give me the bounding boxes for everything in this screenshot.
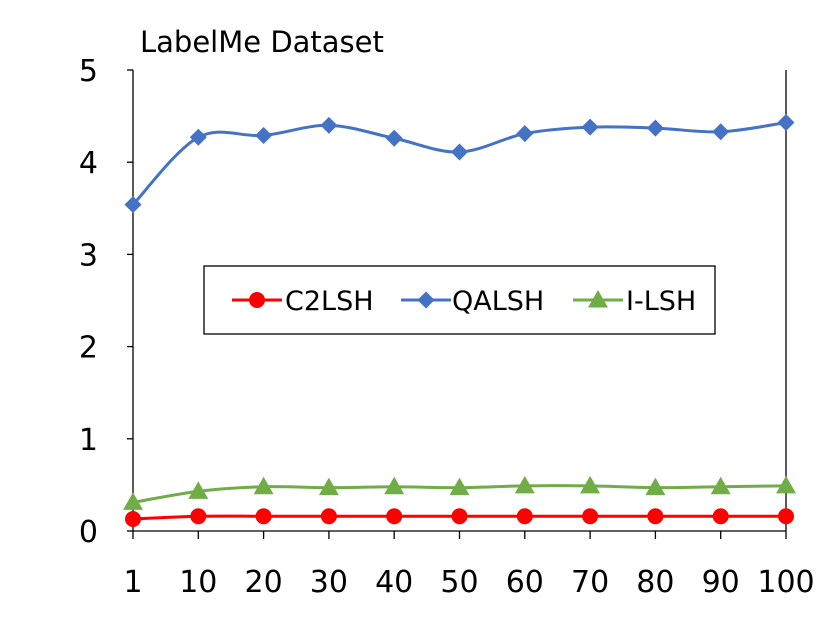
legend-marker-i-lsh — [588, 290, 608, 308]
data-point-i-lsh — [776, 475, 796, 494]
y-tick-label: 0 — [79, 515, 98, 550]
legend-marker-qalsh — [417, 291, 435, 309]
y-tick-label: 5 — [79, 54, 98, 89]
x-tick-label: 100 — [757, 565, 814, 600]
y-tick-label: 2 — [79, 331, 98, 366]
y-tick-label: 1 — [79, 423, 98, 458]
series-qalsh — [124, 114, 795, 214]
data-point-i-lsh — [449, 477, 470, 496]
x-tick-label: 80 — [636, 565, 674, 600]
legend: C2LSH QALSH I-LSH — [203, 265, 716, 335]
series-layer — [123, 114, 796, 528]
data-point-qalsh — [320, 116, 338, 134]
x-tick-label: 30 — [310, 565, 348, 600]
x-tick-label: 50 — [440, 565, 478, 600]
legend-label-i-lsh: I-LSH — [626, 286, 696, 317]
x-tick-label: 90 — [702, 565, 740, 600]
data-point-qalsh — [451, 143, 468, 161]
data-point-c2lsh — [255, 508, 272, 525]
legend-label-c2lsh: C2LSH — [285, 286, 374, 317]
data-point-i-lsh — [645, 477, 666, 496]
data-point-c2lsh — [190, 508, 207, 525]
data-point-c2lsh — [320, 508, 337, 525]
data-point-i-lsh — [384, 476, 405, 495]
chart-title: LabelMe Dataset — [140, 25, 384, 59]
legend-marker-c2lsh — [249, 292, 265, 308]
x-tick-label: 40 — [375, 565, 413, 600]
x-tick-label: 60 — [506, 565, 544, 600]
data-point-i-lsh — [514, 475, 535, 494]
data-point-c2lsh — [125, 511, 141, 528]
data-point-c2lsh — [516, 508, 533, 525]
series-c2lsh — [125, 508, 794, 528]
x-tick-label: 70 — [571, 565, 609, 600]
data-point-i-lsh — [710, 476, 731, 495]
legend-entry-i-lsh: I-LSH — [573, 286, 696, 317]
data-point-qalsh — [124, 196, 142, 214]
data-point-qalsh — [646, 119, 664, 137]
legend-label-qalsh: QALSH — [452, 286, 544, 317]
data-point-qalsh — [189, 128, 207, 146]
data-point-c2lsh — [647, 508, 664, 525]
data-point-i-lsh — [318, 477, 339, 496]
data-point-qalsh — [516, 125, 534, 143]
data-point-qalsh — [777, 114, 795, 132]
data-point-qalsh — [255, 126, 273, 144]
data-point-i-lsh — [253, 476, 274, 495]
series-i-lsh — [123, 475, 796, 510]
x-tick-label: 1 — [123, 565, 142, 600]
data-point-qalsh — [385, 129, 403, 147]
legend-box — [203, 265, 716, 335]
data-point-qalsh — [712, 123, 730, 141]
x-tick-label: 20 — [245, 565, 283, 600]
data-point-c2lsh — [778, 508, 794, 525]
legend-entry-c2lsh: C2LSH — [232, 286, 374, 317]
y-tick-label: 3 — [79, 238, 98, 273]
legend-entry-qalsh: QALSH — [401, 286, 544, 317]
series-line-qalsh — [131, 121, 787, 206]
data-point-c2lsh — [451, 508, 468, 525]
y-tick-label: 4 — [79, 146, 98, 181]
data-point-c2lsh — [582, 508, 599, 525]
data-point-c2lsh — [386, 508, 403, 525]
data-point-i-lsh — [188, 481, 209, 499]
data-point-c2lsh — [712, 508, 729, 525]
data-point-qalsh — [581, 118, 599, 136]
data-point-i-lsh — [580, 475, 601, 494]
data-point-i-lsh — [123, 492, 143, 510]
x-tick-label: 10 — [179, 565, 217, 600]
